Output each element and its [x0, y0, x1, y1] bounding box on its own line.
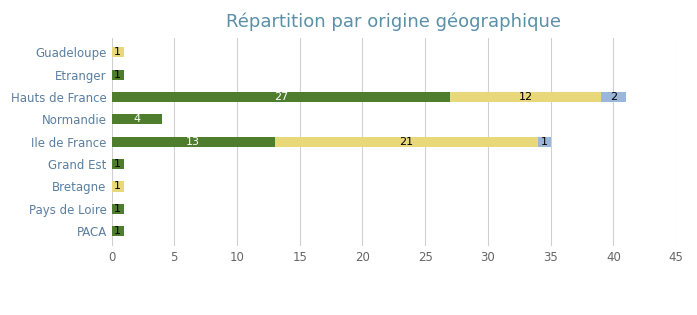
- Text: 1: 1: [114, 181, 121, 192]
- Bar: [450, 92, 601, 102]
- Bar: [112, 92, 450, 102]
- Title: Répartition par origine géographique: Répartition par origine géographique: [227, 12, 561, 31]
- Bar: [112, 226, 124, 236]
- Text: 13: 13: [186, 137, 200, 147]
- Bar: [112, 181, 124, 192]
- Text: 1: 1: [114, 47, 121, 57]
- Bar: [112, 114, 162, 124]
- Bar: [112, 70, 124, 80]
- Bar: [112, 159, 124, 169]
- Legend: Externe, Interne, 3e concours: Externe, Interne, 3e concours: [275, 310, 513, 315]
- Bar: [601, 92, 626, 102]
- Text: 2: 2: [610, 92, 617, 102]
- Bar: [112, 47, 124, 57]
- Bar: [112, 204, 124, 214]
- Text: 1: 1: [114, 226, 121, 236]
- Text: 1: 1: [114, 70, 121, 80]
- Text: 1: 1: [114, 159, 121, 169]
- Text: 4: 4: [133, 114, 140, 124]
- Text: 1: 1: [541, 137, 548, 147]
- Bar: [275, 137, 538, 147]
- Bar: [112, 137, 275, 147]
- Text: 1: 1: [114, 204, 121, 214]
- Text: 21: 21: [399, 137, 413, 147]
- Text: 12: 12: [519, 92, 533, 102]
- Bar: [538, 137, 551, 147]
- Text: 27: 27: [274, 92, 288, 102]
